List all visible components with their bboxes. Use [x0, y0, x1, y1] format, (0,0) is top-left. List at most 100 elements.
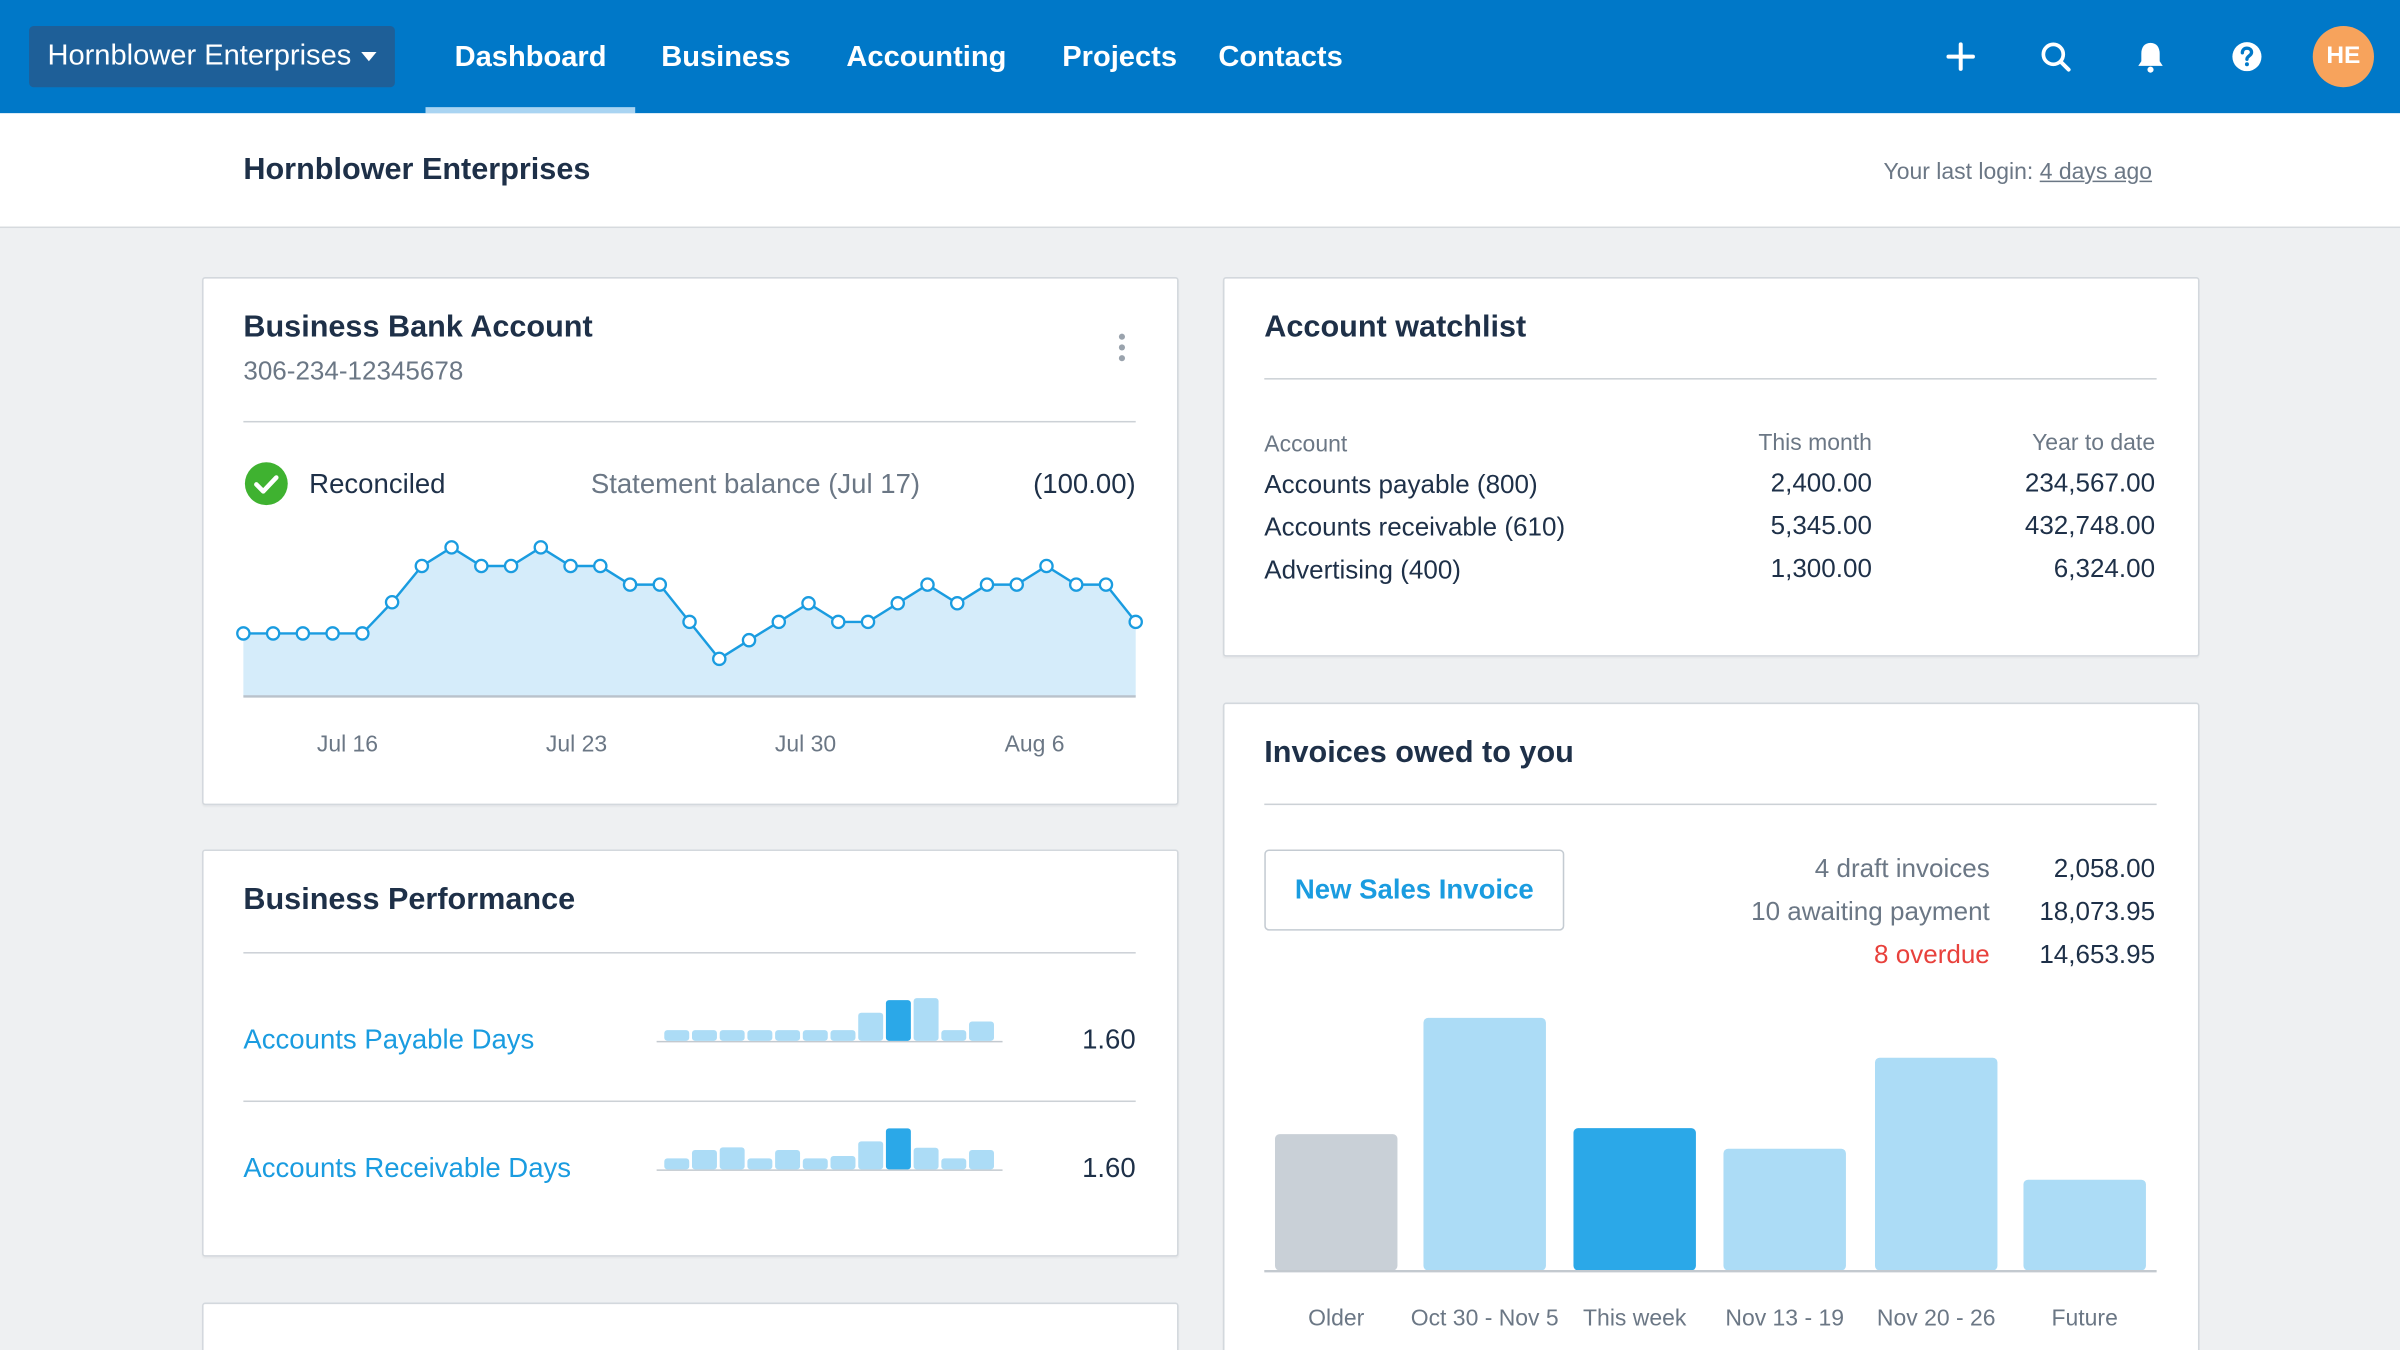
- nav-contacts[interactable]: Contacts: [1218, 41, 1343, 74]
- data-point: [295, 626, 311, 641]
- nav-dashboard[interactable]: Dashboard: [425, 0, 637, 114]
- mini-bar: [913, 998, 939, 1041]
- account-name[interactable]: Accounts receivable (610): [1264, 512, 1566, 542]
- statement-balance-value: (100.00): [1033, 468, 1136, 499]
- bank-account-card: [202, 277, 1179, 806]
- bank-account-number: 306-234-12345678: [243, 356, 464, 386]
- bar-category-label: Nov 13 - 19: [1725, 1305, 1844, 1331]
- nav-business[interactable]: Business: [661, 41, 791, 74]
- balance-line-chart: Jul 16 Jul 23 Jul 30 Aug 6: [236, 540, 1143, 757]
- invoice-bar: [1874, 1057, 1998, 1271]
- data-point: [652, 577, 668, 592]
- account-name[interactable]: Accounts payable (800): [1264, 469, 1538, 499]
- top-nav-bar: Hornblower Enterprises Dashboard Busines…: [0, 0, 2400, 114]
- data-point: [563, 558, 578, 574]
- nav-accounting[interactable]: Accounting: [846, 41, 1007, 74]
- data-point: [325, 626, 340, 641]
- mini-bar: [969, 1150, 994, 1170]
- x-tick-label: Jul 23: [546, 731, 607, 757]
- mini-bar: [941, 1030, 967, 1041]
- data-point: [801, 596, 816, 611]
- more-options-icon[interactable]: [1111, 332, 1132, 366]
- plus-icon[interactable]: [1938, 34, 1984, 80]
- bar-category-label: Nov 20 - 26: [1877, 1305, 1996, 1331]
- avatar[interactable]: HE: [2312, 26, 2374, 88]
- mini-bar: [858, 1012, 884, 1041]
- help-icon[interactable]: [2224, 34, 2270, 80]
- data-point: [474, 558, 489, 574]
- reconciled-status: Reconciled: [309, 468, 446, 499]
- mini-bar: [691, 1030, 717, 1041]
- mini-bar: [747, 1030, 773, 1041]
- business-performance-card: [202, 849, 1179, 1257]
- mini-bar: [747, 1158, 773, 1170]
- page-title: Hornblower Enterprises: [243, 153, 591, 187]
- bank-account-title[interactable]: Business Bank Account: [243, 310, 593, 345]
- invoices-bar-chart: Older Oct 30 - Nov 5 This week Nov 13 - 19 N…: [1264, 1017, 2157, 1331]
- data-point: [503, 558, 519, 574]
- data-point: [1039, 558, 1054, 574]
- data-point: [414, 558, 430, 574]
- data-point: [265, 626, 281, 641]
- new-sales-invoice-button[interactable]: New Sales Invoice: [1264, 849, 1565, 931]
- mini-bar: [941, 1158, 967, 1170]
- data-point: [593, 558, 608, 574]
- bell-icon[interactable]: [2128, 34, 2174, 80]
- mini-bar: [802, 1030, 828, 1041]
- data-point: [682, 614, 697, 630]
- draft-invoices-value: 2,058.00: [2053, 854, 2156, 884]
- divider: [243, 1100, 1136, 1103]
- business-performance-title: Business Performance: [243, 883, 576, 917]
- accounts-receivable-days-value: 1.60: [1082, 1152, 1136, 1184]
- mini-bar: [691, 1150, 717, 1170]
- overdue-label[interactable]: 8 overdue: [1874, 939, 1990, 969]
- column-header-year-to-date: Year to date: [2032, 430, 2156, 457]
- accounts-receivable-days-link[interactable]: Accounts Receivable Days: [243, 1152, 572, 1184]
- overdue-value: 14,653.95: [2039, 939, 2156, 969]
- data-point: [622, 577, 638, 592]
- mini-bar: [830, 1030, 856, 1041]
- accounts-payable-days-value: 1.60: [1082, 1023, 1136, 1055]
- mini-bar: [830, 1156, 856, 1170]
- page-header: [0, 113, 2400, 229]
- mini-bar: [719, 1147, 745, 1170]
- data-point: [355, 626, 370, 641]
- org-switcher[interactable]: Hornblower Enterprises: [29, 26, 395, 88]
- mini-bar: [775, 1150, 801, 1170]
- data-point: [444, 540, 459, 555]
- x-tick-label: Jul 30: [775, 731, 836, 757]
- data-point: [384, 595, 400, 610]
- awaiting-payment-value: 18,073.95: [2039, 896, 2156, 927]
- accounts-payable-days-link[interactable]: Accounts Payable Days: [243, 1023, 535, 1055]
- column-header-account: Account: [1264, 431, 1348, 458]
- awaiting-payment-label[interactable]: 10 awaiting payment: [1751, 896, 1990, 927]
- this-month-value: 1,300.00: [1770, 554, 1872, 584]
- data-point: [920, 577, 935, 592]
- data-point: [860, 614, 876, 630]
- year-to-date-value: 234,567.00: [2024, 468, 2156, 498]
- mini-bar: [885, 1000, 911, 1041]
- caret-down-icon: [360, 52, 376, 62]
- account-name[interactable]: Advertising (400): [1264, 555, 1461, 585]
- draft-invoices-label[interactable]: 4 draft invoices: [1814, 854, 1990, 884]
- statement-balance-label: Statement balance (Jul 17): [590, 468, 921, 499]
- data-point: [949, 596, 965, 611]
- data-point: [771, 614, 787, 630]
- dashboard-card: [202, 1302, 1179, 1350]
- data-point: [1009, 577, 1025, 592]
- year-to-date-value: 6,324.00: [2053, 554, 2156, 584]
- divider: [243, 952, 1136, 954]
- mini-bar: [775, 1030, 801, 1041]
- data-point: [1128, 614, 1143, 630]
- mini-bar: [858, 1141, 884, 1170]
- account-watchlist-card: [1222, 277, 2200, 657]
- this-month-value: 2,400.00: [1770, 468, 1872, 498]
- nav-projects[interactable]: Projects: [1062, 41, 1178, 74]
- receivable-days-mini-chart: [656, 1128, 1003, 1171]
- search-icon[interactable]: [2033, 34, 2079, 80]
- last-login-link[interactable]: 4 days ago: [2039, 159, 2153, 186]
- mini-bar: [802, 1158, 828, 1170]
- invoice-bar: [1274, 1134, 1398, 1271]
- invoice-bar: [1573, 1128, 1696, 1271]
